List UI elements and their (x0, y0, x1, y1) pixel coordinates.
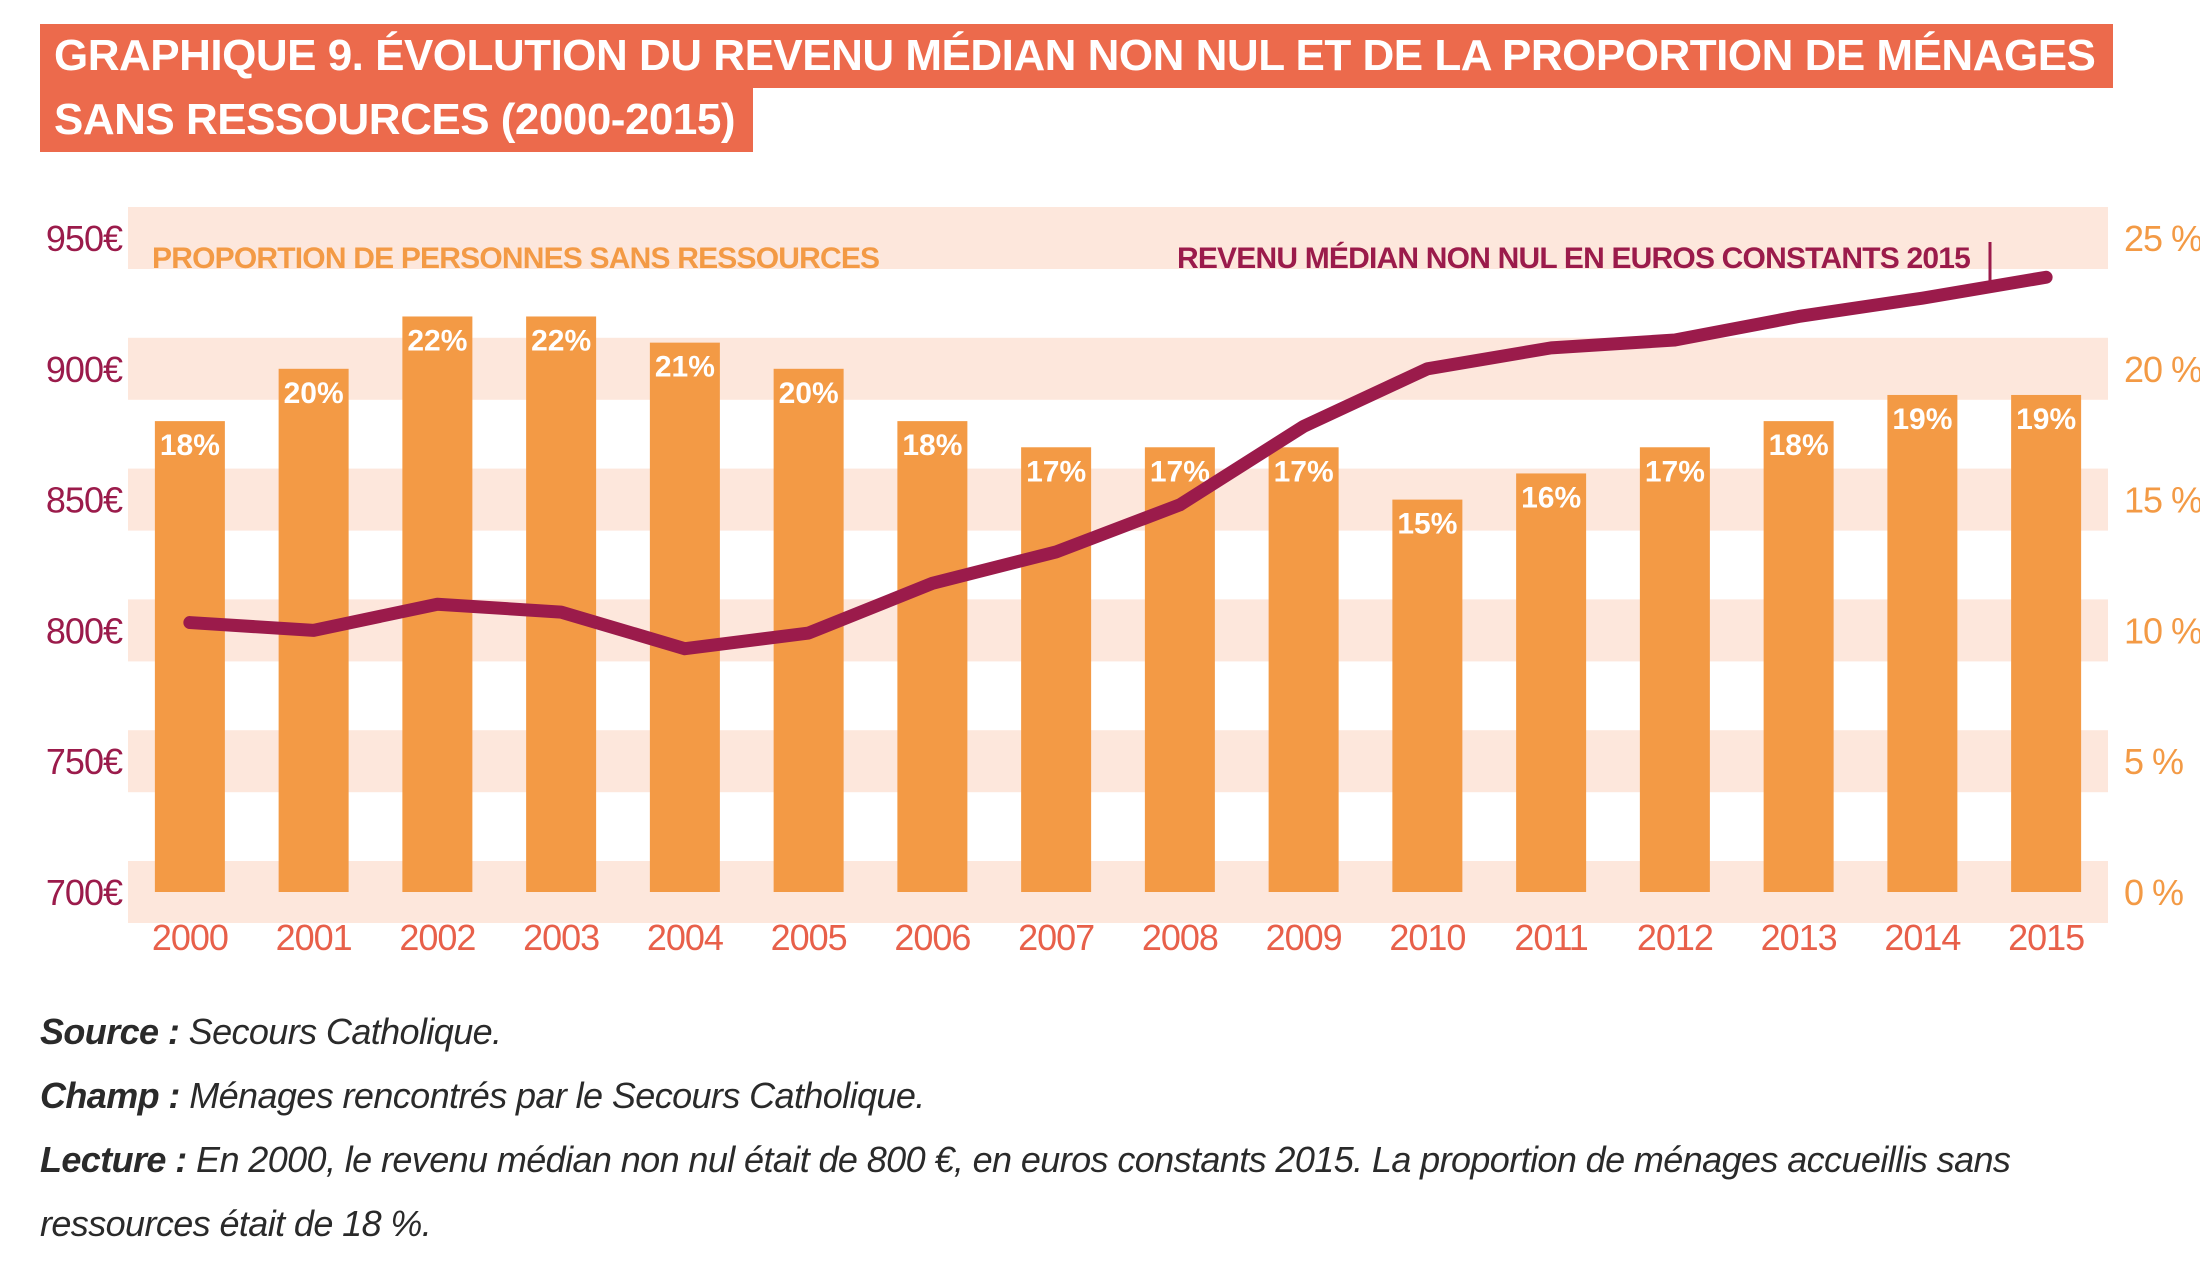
bar-data-label: 19% (2016, 403, 2076, 436)
bar-data-label: 18% (1769, 429, 1829, 462)
bar-labels: 18% 20% 22% 22% 21% 20% 18% 17% 17% 17% 15% 16% 17% 1… (160, 324, 2076, 540)
note-champ: Champ : Ménages rencontrés par le Secour… (40, 1064, 2170, 1128)
y-left-tick-label: 700€ (46, 872, 123, 913)
x-tick-label: 2012 (1637, 917, 1713, 958)
y-left-tick-label: 750€ (46, 741, 123, 782)
y-right-tick-label: 25 % (2124, 218, 2200, 259)
bar-data-label: 22% (531, 324, 591, 357)
chart-title: GRAPHIQUE 9. ÉVOLUTION DU REVENU MÉDIAN … (40, 24, 2114, 152)
bar-data-label: 18% (160, 429, 220, 462)
bar-data-label: 17% (1150, 455, 1210, 488)
note-source-label: Source : (40, 1011, 180, 1052)
bar-data-label: 20% (779, 377, 839, 410)
x-tick-label: 2002 (399, 917, 475, 958)
bar-data-label: 17% (1026, 455, 1086, 488)
x-tick-label: 2014 (1884, 917, 1960, 958)
bar (1887, 394, 1958, 892)
bar-data-label: 22% (407, 324, 467, 357)
x-tick-label: 2003 (523, 917, 599, 958)
x-tick-label: 2001 (276, 917, 352, 958)
y-right-tick-label: 20 % (2124, 349, 2200, 390)
note-lecture-label: Lecture : (40, 1139, 187, 1180)
series-legends: PROPORTION DE PERSONNES SANS RESSOURCES R… (152, 241, 1992, 284)
bar (897, 421, 968, 892)
note-lecture-text: En 2000, le revenu médian non nul était … (40, 1139, 2011, 1244)
note-champ-label: Champ : (40, 1075, 180, 1116)
y-axis-left: 950€ 900€ 850€ 800€ 750€ 700€ (46, 218, 124, 913)
x-tick-label: 2013 (1761, 917, 1837, 958)
x-tick-label: 2010 (1389, 917, 1465, 958)
x-tick-label: 2006 (894, 917, 970, 958)
title-line-1: GRAPHIQUE 9. ÉVOLUTION DU REVENU MÉDIAN … (40, 24, 2114, 88)
chart-area: 18% 20% 22% 22% 21% 20% 18% 17% 17% 17% 15% 16% 17% 1… (46, 207, 2200, 958)
x-axis: 2000 2001 2002 2003 2004 2005 2006 2007 2008 2009… (152, 917, 2085, 958)
bar (154, 421, 225, 892)
bar (1021, 447, 1092, 892)
y-right-tick-label: 0 % (2124, 872, 2183, 913)
x-tick-label: 2008 (1142, 917, 1218, 958)
bar-data-label: 18% (902, 429, 962, 462)
y-axis-right: 25 % 20 % 15 % 10 % 5 % 0 % (2124, 218, 2200, 913)
bar-data-label: 17% (1645, 455, 1705, 488)
y-right-tick-label: 5 % (2124, 741, 2183, 782)
revenue-line (183, 270, 2053, 656)
bar-data-label: 16% (1521, 481, 1581, 514)
bar (2011, 394, 2082, 892)
y-left-tick-label: 800€ (46, 610, 123, 651)
bar (1392, 499, 1463, 892)
line-series (183, 270, 2053, 656)
note-lecture: Lecture : En 2000, le revenu médian non … (40, 1128, 2170, 1256)
note-champ-text: Ménages rencontrés par le Secours Cathol… (179, 1075, 925, 1116)
bar (1639, 447, 1710, 892)
bar (649, 342, 720, 892)
x-tick-label: 2004 (647, 917, 723, 958)
x-tick-label: 2007 (1018, 917, 1094, 958)
legend-line-series: REVENU MÉDIAN NON NUL EN EUROS CONSTANTS… (1177, 241, 1970, 275)
y-left-tick-label: 850€ (46, 480, 123, 521)
bar-data-label: 15% (1397, 508, 1457, 541)
title-line-2: SANS RESSOURCES (2000-2015) (40, 88, 753, 152)
chart-notes: Source : Secours Catholique. Champ : Mén… (40, 1000, 2170, 1256)
x-tick-label: 2000 (152, 917, 228, 958)
y-right-tick-label: 10 % (2124, 610, 2200, 651)
grid-band (128, 207, 2108, 269)
x-tick-label: 2011 (1514, 917, 1587, 958)
bar (1516, 473, 1587, 892)
note-source: Source : Secours Catholique. (40, 1000, 2170, 1064)
bar-data-label: 21% (655, 351, 715, 384)
legend-bar-series: PROPORTION DE PERSONNES SANS RESSOURCES (152, 242, 879, 275)
bar (1268, 447, 1339, 892)
bar-data-label: 17% (1274, 455, 1334, 488)
bar-data-label: 20% (284, 377, 344, 410)
bar (1763, 421, 1834, 892)
x-tick-label: 2009 (1266, 917, 1342, 958)
x-tick-label: 2015 (2008, 917, 2084, 958)
y-right-tick-label: 15 % (2124, 480, 2200, 521)
bar-data-label: 19% (1892, 403, 1952, 436)
y-left-tick-label: 950€ (46, 218, 123, 259)
note-source-text: Secours Catholique. (179, 1011, 502, 1052)
x-tick-label: 2005 (771, 917, 847, 958)
y-left-tick-label: 900€ (46, 349, 123, 390)
bar (1144, 447, 1215, 892)
